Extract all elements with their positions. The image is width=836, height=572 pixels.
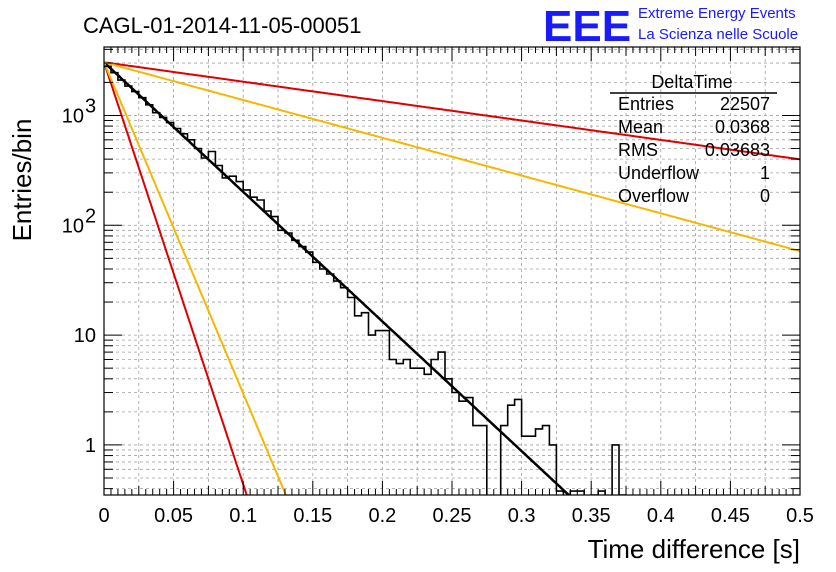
curve-fast [104, 61, 287, 495]
eee-logo: EEE Extreme Energy Events La Scienza nel… [543, 2, 798, 51]
x-tick-label: 0.1 [229, 505, 257, 527]
x-tick-label: 0.45 [711, 505, 750, 527]
stats-value: 22507 [720, 94, 770, 114]
stats-label: Mean [618, 117, 663, 137]
x-tick-label: 0.15 [293, 505, 332, 527]
y-axis-label: Entries/bin [7, 119, 37, 242]
chart-title: CAGL-01-2014-11-05-00051 [83, 13, 361, 38]
x-tick-label: 0.3 [508, 505, 536, 527]
logo-mark: EEE [543, 2, 631, 51]
curve-slow [104, 61, 800, 161]
y-tick-label: 10 [62, 105, 84, 127]
logo-line2: La Scienza nelle Scuole [638, 26, 798, 43]
plot-marks [104, 61, 800, 495]
curve-slow [104, 61, 800, 253]
stats-box: DeltaTime Entries 22507 Mean 0.0368 RMS 0.036… [610, 72, 777, 206]
stats-label: Underflow [618, 163, 700, 183]
stats-label: Overflow [618, 186, 690, 206]
y-tick-exponent: 2 [85, 205, 96, 227]
stats-label: Entries [618, 94, 674, 114]
y-tick-label: 10 [62, 215, 84, 237]
y-tick-exponent: 3 [85, 95, 96, 117]
stats-title: DeltaTime [651, 72, 732, 92]
stats-label: RMS [618, 140, 658, 160]
stats-value: 0.0368 [715, 117, 770, 137]
curve-fast [104, 61, 248, 495]
x-tick-label: 0.5 [786, 505, 814, 527]
stats-value: 0 [760, 186, 770, 206]
logo-line1: Extreme Energy Events [638, 5, 796, 22]
x-tick-label: 0.25 [433, 505, 472, 527]
x-tick-label: 0.2 [368, 505, 396, 527]
x-tick-label: 0.4 [647, 505, 675, 527]
x-tick-label: 0 [98, 505, 109, 527]
y-tick-label: 1 [85, 435, 96, 457]
stats-value: 1 [760, 163, 770, 183]
grid [104, 47, 800, 495]
curve-fit [104, 61, 571, 495]
y-tick-label: 10 [74, 325, 96, 347]
tick-labels: 0 0.05 0.1 0.15 0.2 0.25 0.3 0.35 0.4 0.45 0.51101… [62, 95, 814, 527]
x-tick-label: 0.05 [154, 505, 193, 527]
axis-ticks [103, 47, 801, 495]
x-axis-label: Time difference [s] [588, 534, 800, 564]
x-tick-label: 0.35 [572, 505, 611, 527]
histogram [104, 65, 627, 495]
stats-value: 0.03683 [705, 140, 770, 160]
